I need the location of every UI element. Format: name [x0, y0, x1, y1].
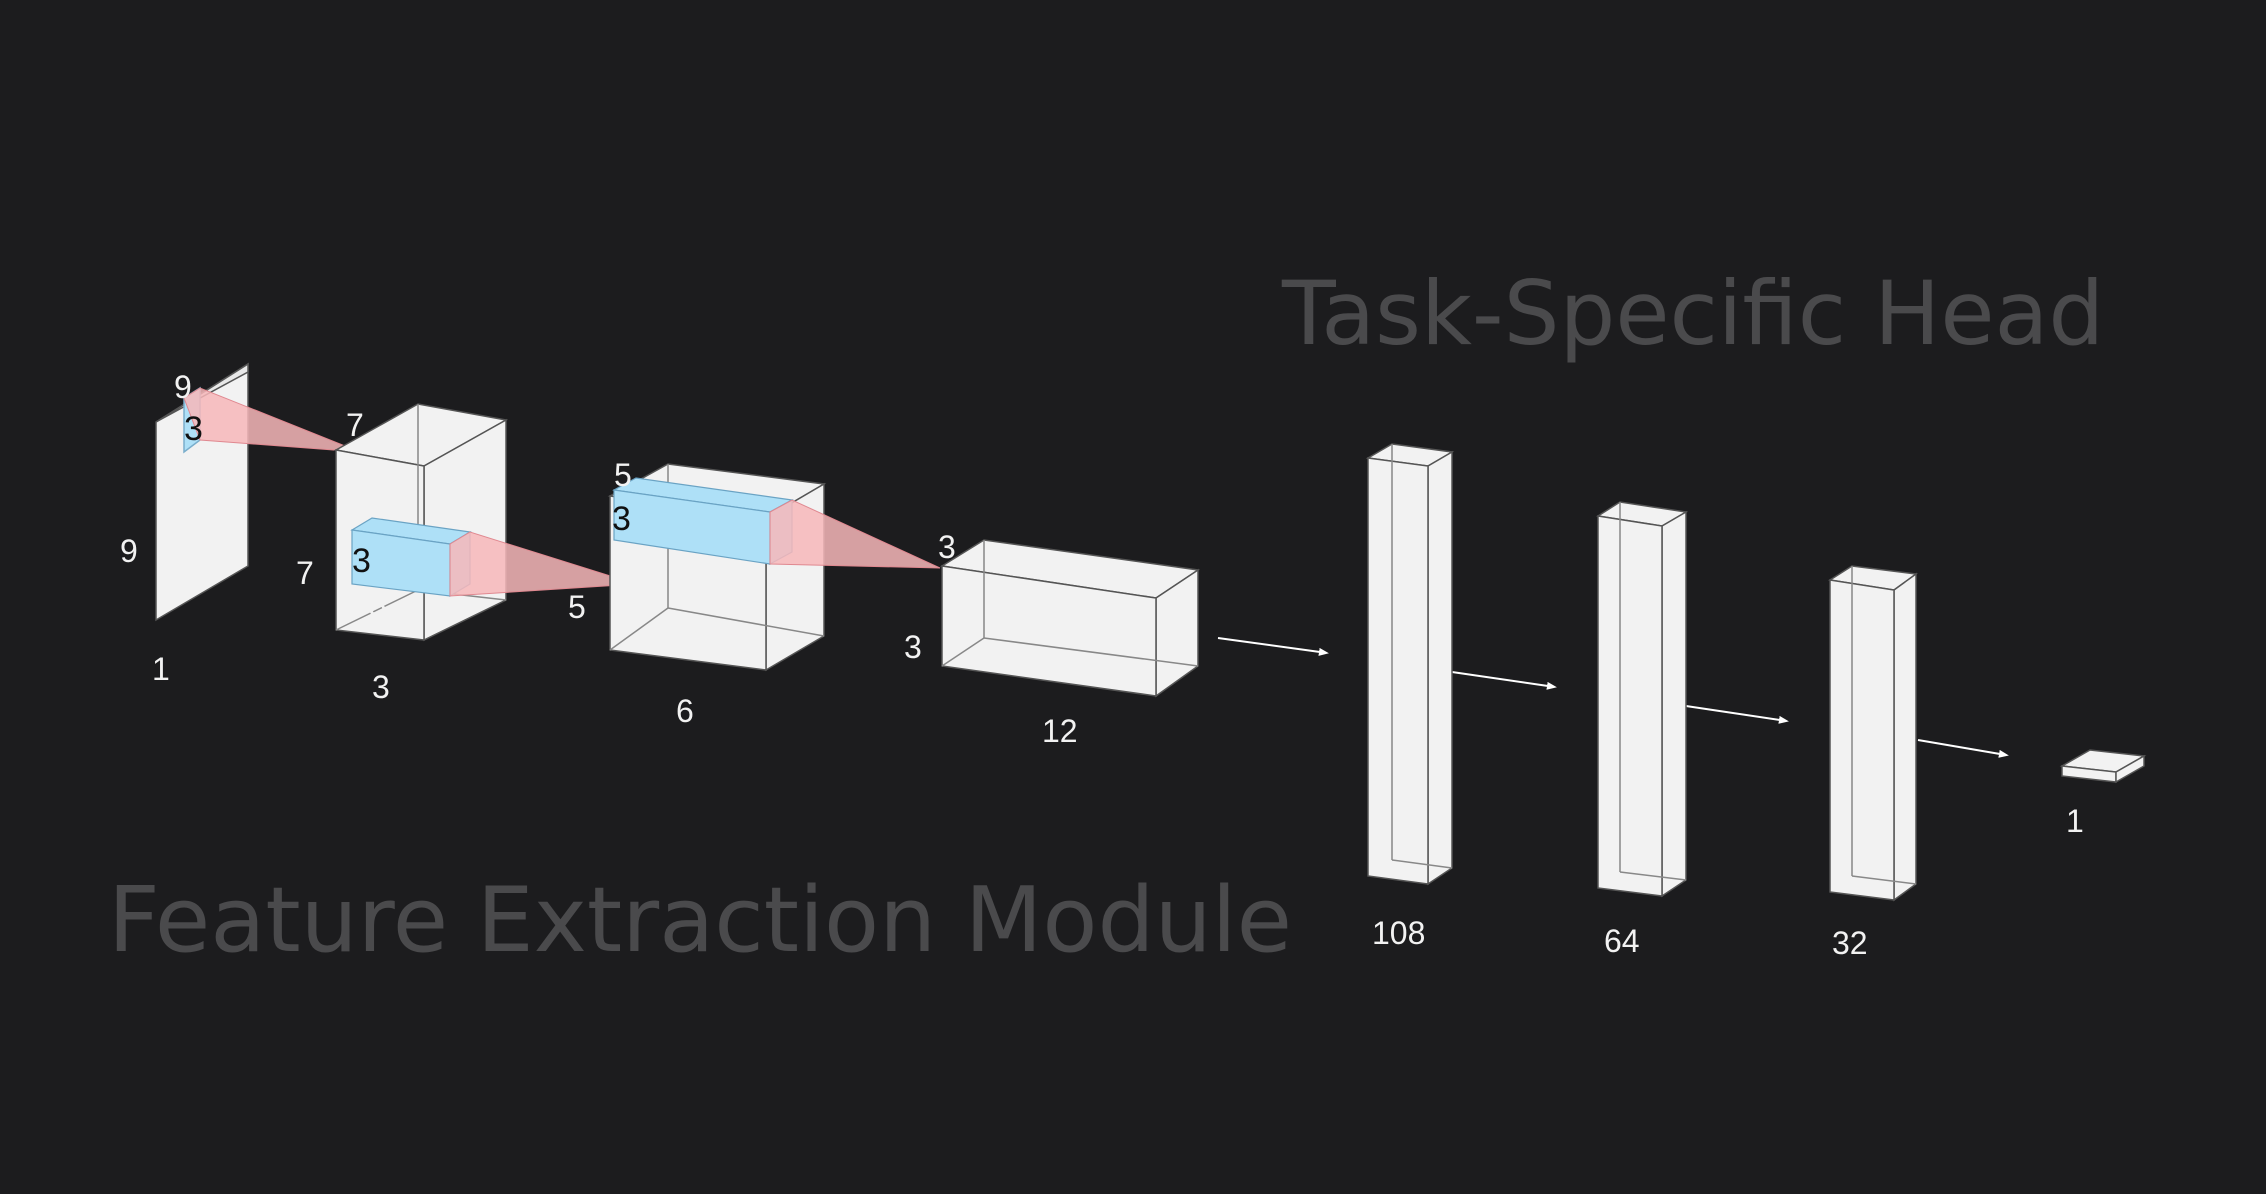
conv-block-1-depth: 1	[152, 651, 170, 687]
conv-block-1-height: 9	[120, 533, 138, 569]
dense-layer-108	[1365, 443, 1455, 886]
kernel-2-width: 3	[368, 586, 387, 624]
conv-block-3-height: 5	[568, 589, 586, 625]
conv-block-3-width: 5	[614, 457, 632, 493]
conv-block-4	[939, 539, 1201, 698]
kernel-1-width: 3	[202, 452, 221, 490]
feature-extraction-title: Feature Extraction Module	[108, 868, 1293, 973]
arrow-dense-32-to-1	[1917, 739, 2009, 758]
conv-block-2-width: 7	[346, 407, 364, 443]
output-layer-1-label: 1	[2066, 803, 2084, 839]
connection-arrows	[1217, 637, 2009, 758]
dense-layer-108-label: 108	[1372, 915, 1425, 951]
kernel-1-height: 3	[184, 410, 203, 448]
arrow-flatten-to-dense-108	[1217, 637, 1329, 656]
dense-layer-64-label: 64	[1604, 923, 1640, 959]
conv-block-3-depth: 6	[676, 693, 694, 729]
conv-block-4-width: 3	[938, 529, 956, 565]
task-specific-head-title: Task-Specific Head	[1282, 262, 2105, 365]
dense-layer-64	[1595, 501, 1689, 898]
conv-block-1-width: 9	[174, 369, 192, 405]
receptive-field-3	[769, 499, 941, 569]
kernel-3-height: 3	[612, 500, 631, 538]
output-layer-1	[2059, 749, 2147, 784]
kernel-3-width: 3	[630, 542, 649, 580]
receptive-field-2	[449, 531, 637, 597]
dense-layer-32-label: 32	[1832, 925, 1868, 961]
conv-block-4-height: 3	[904, 629, 922, 665]
conv-block-2-depth: 3	[372, 669, 390, 705]
conv-block-4-depth: 12	[1042, 713, 1078, 749]
arrow-dense-64-to-32	[1685, 705, 1789, 724]
kernel-2-height: 3	[352, 542, 371, 580]
arrow-dense-108-to-64	[1451, 671, 1557, 690]
conv-block-2-height: 7	[296, 555, 314, 591]
dense-layer-32	[1827, 565, 1918, 902]
